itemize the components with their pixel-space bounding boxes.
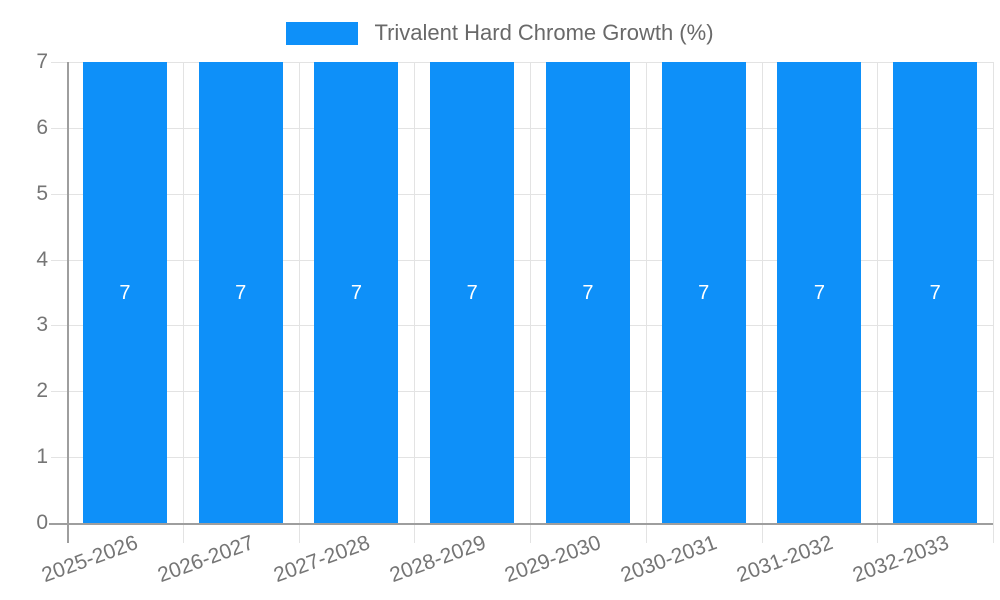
x-tick-label: 2030-2031 — [617, 531, 721, 588]
tick-mark — [51, 62, 67, 63]
x-axis-line — [49, 523, 993, 525]
y-tick-label: 2 — [36, 379, 48, 403]
gridline-v — [182, 62, 184, 543]
y-tick-label: 6 — [36, 115, 48, 139]
bar: 7 — [314, 62, 399, 523]
bar-value-label: 7 — [929, 281, 941, 304]
tick-mark — [51, 391, 67, 393]
bar: 7 — [893, 62, 978, 523]
tick-mark — [51, 457, 67, 459]
bar: 7 — [82, 62, 167, 523]
bar-value-label: 7 — [698, 281, 710, 304]
gridline-v — [993, 62, 994, 543]
x-tick-label: 2028-2029 — [386, 531, 489, 588]
bar: 7 — [198, 62, 283, 523]
bar: 7 — [661, 62, 746, 523]
gridline-v — [645, 62, 647, 543]
tick-mark — [51, 325, 67, 327]
x-tick-label: 2032-2033 — [849, 531, 952, 588]
x-tick-label: 2027-2028 — [270, 531, 373, 588]
chart-legend: Trivalent Hard Chrome Growth (%) — [0, 11, 1000, 55]
bar: 7 — [430, 62, 515, 523]
y-tick-label: 3 — [36, 313, 48, 337]
x-tick-label: 2031-2032 — [733, 531, 836, 588]
bar: 7 — [545, 62, 630, 523]
x-tick-label: 2025-2026 — [39, 531, 142, 588]
gridline-v — [761, 62, 763, 543]
y-tick-label: 5 — [36, 181, 48, 205]
y-tick-label: 7 — [36, 50, 48, 74]
tick-mark — [51, 193, 67, 195]
gridline-v — [298, 62, 300, 543]
y-tick-label: 0 — [36, 511, 48, 535]
bar-value-label: 7 — [813, 281, 825, 304]
y-tick-label: 1 — [36, 445, 48, 469]
bar-value-label: 7 — [350, 281, 362, 304]
bar-value-label: 7 — [466, 281, 478, 304]
bar-value-label: 7 — [235, 281, 247, 304]
bar: 7 — [777, 62, 862, 523]
gridline-v — [414, 62, 416, 543]
legend-swatch — [286, 21, 359, 45]
tick-mark — [51, 127, 67, 129]
x-tick-label: 2026-2027 — [154, 531, 258, 588]
gridline-v — [877, 62, 879, 543]
y-axis-line — [67, 62, 69, 543]
y-tick-label: 4 — [36, 247, 48, 271]
gridline-v — [530, 62, 531, 543]
x-tick-label: 2029-2030 — [502, 531, 605, 588]
bar-value-label: 7 — [119, 281, 131, 304]
legend-label: Trivalent Hard Chrome Growth (%) — [374, 20, 714, 45]
legend-item[interactable]: Trivalent Hard Chrome Growth (%) — [286, 20, 714, 46]
bar-value-label: 7 — [582, 281, 594, 304]
tick-mark — [51, 259, 67, 261]
